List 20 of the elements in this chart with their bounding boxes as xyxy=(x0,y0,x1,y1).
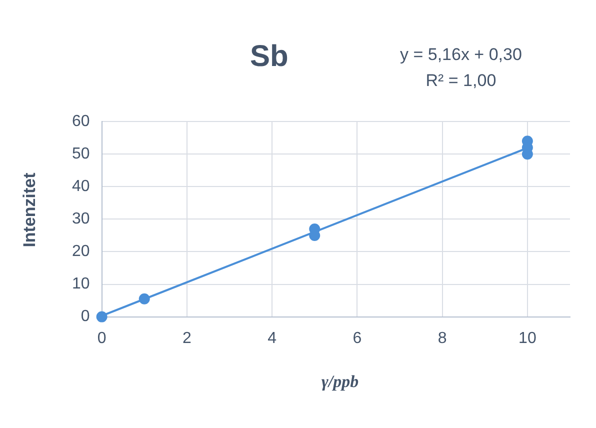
x-tick-label: 4 xyxy=(268,330,277,347)
y-tick-label: 0 xyxy=(80,308,90,326)
y-tick-label: 30 xyxy=(72,210,90,228)
x-axis-title: γ/ppb xyxy=(321,372,359,391)
x-tick-label: 8 xyxy=(438,330,447,347)
x-tick-label: 10 xyxy=(518,330,536,347)
point xyxy=(138,293,150,304)
y-tick-label: 20 xyxy=(72,243,90,260)
x-tick-label: 2 xyxy=(182,330,192,347)
x-tick-label: 0 xyxy=(97,330,106,347)
y-axis-title: Intenzitet xyxy=(20,172,40,248)
y-tick-label: 60 xyxy=(72,113,90,130)
point xyxy=(96,311,108,322)
text: y = 5,16x + 0,30 xyxy=(400,45,522,64)
x-tick-label: 6 xyxy=(352,330,362,347)
chart-title: Sb xyxy=(250,40,288,74)
y-tick-label: 40 xyxy=(72,178,90,196)
y-tick-label: 50 xyxy=(72,146,90,163)
y-tick-label: 10 xyxy=(72,276,90,293)
text: R² = 1,00 xyxy=(426,71,496,90)
